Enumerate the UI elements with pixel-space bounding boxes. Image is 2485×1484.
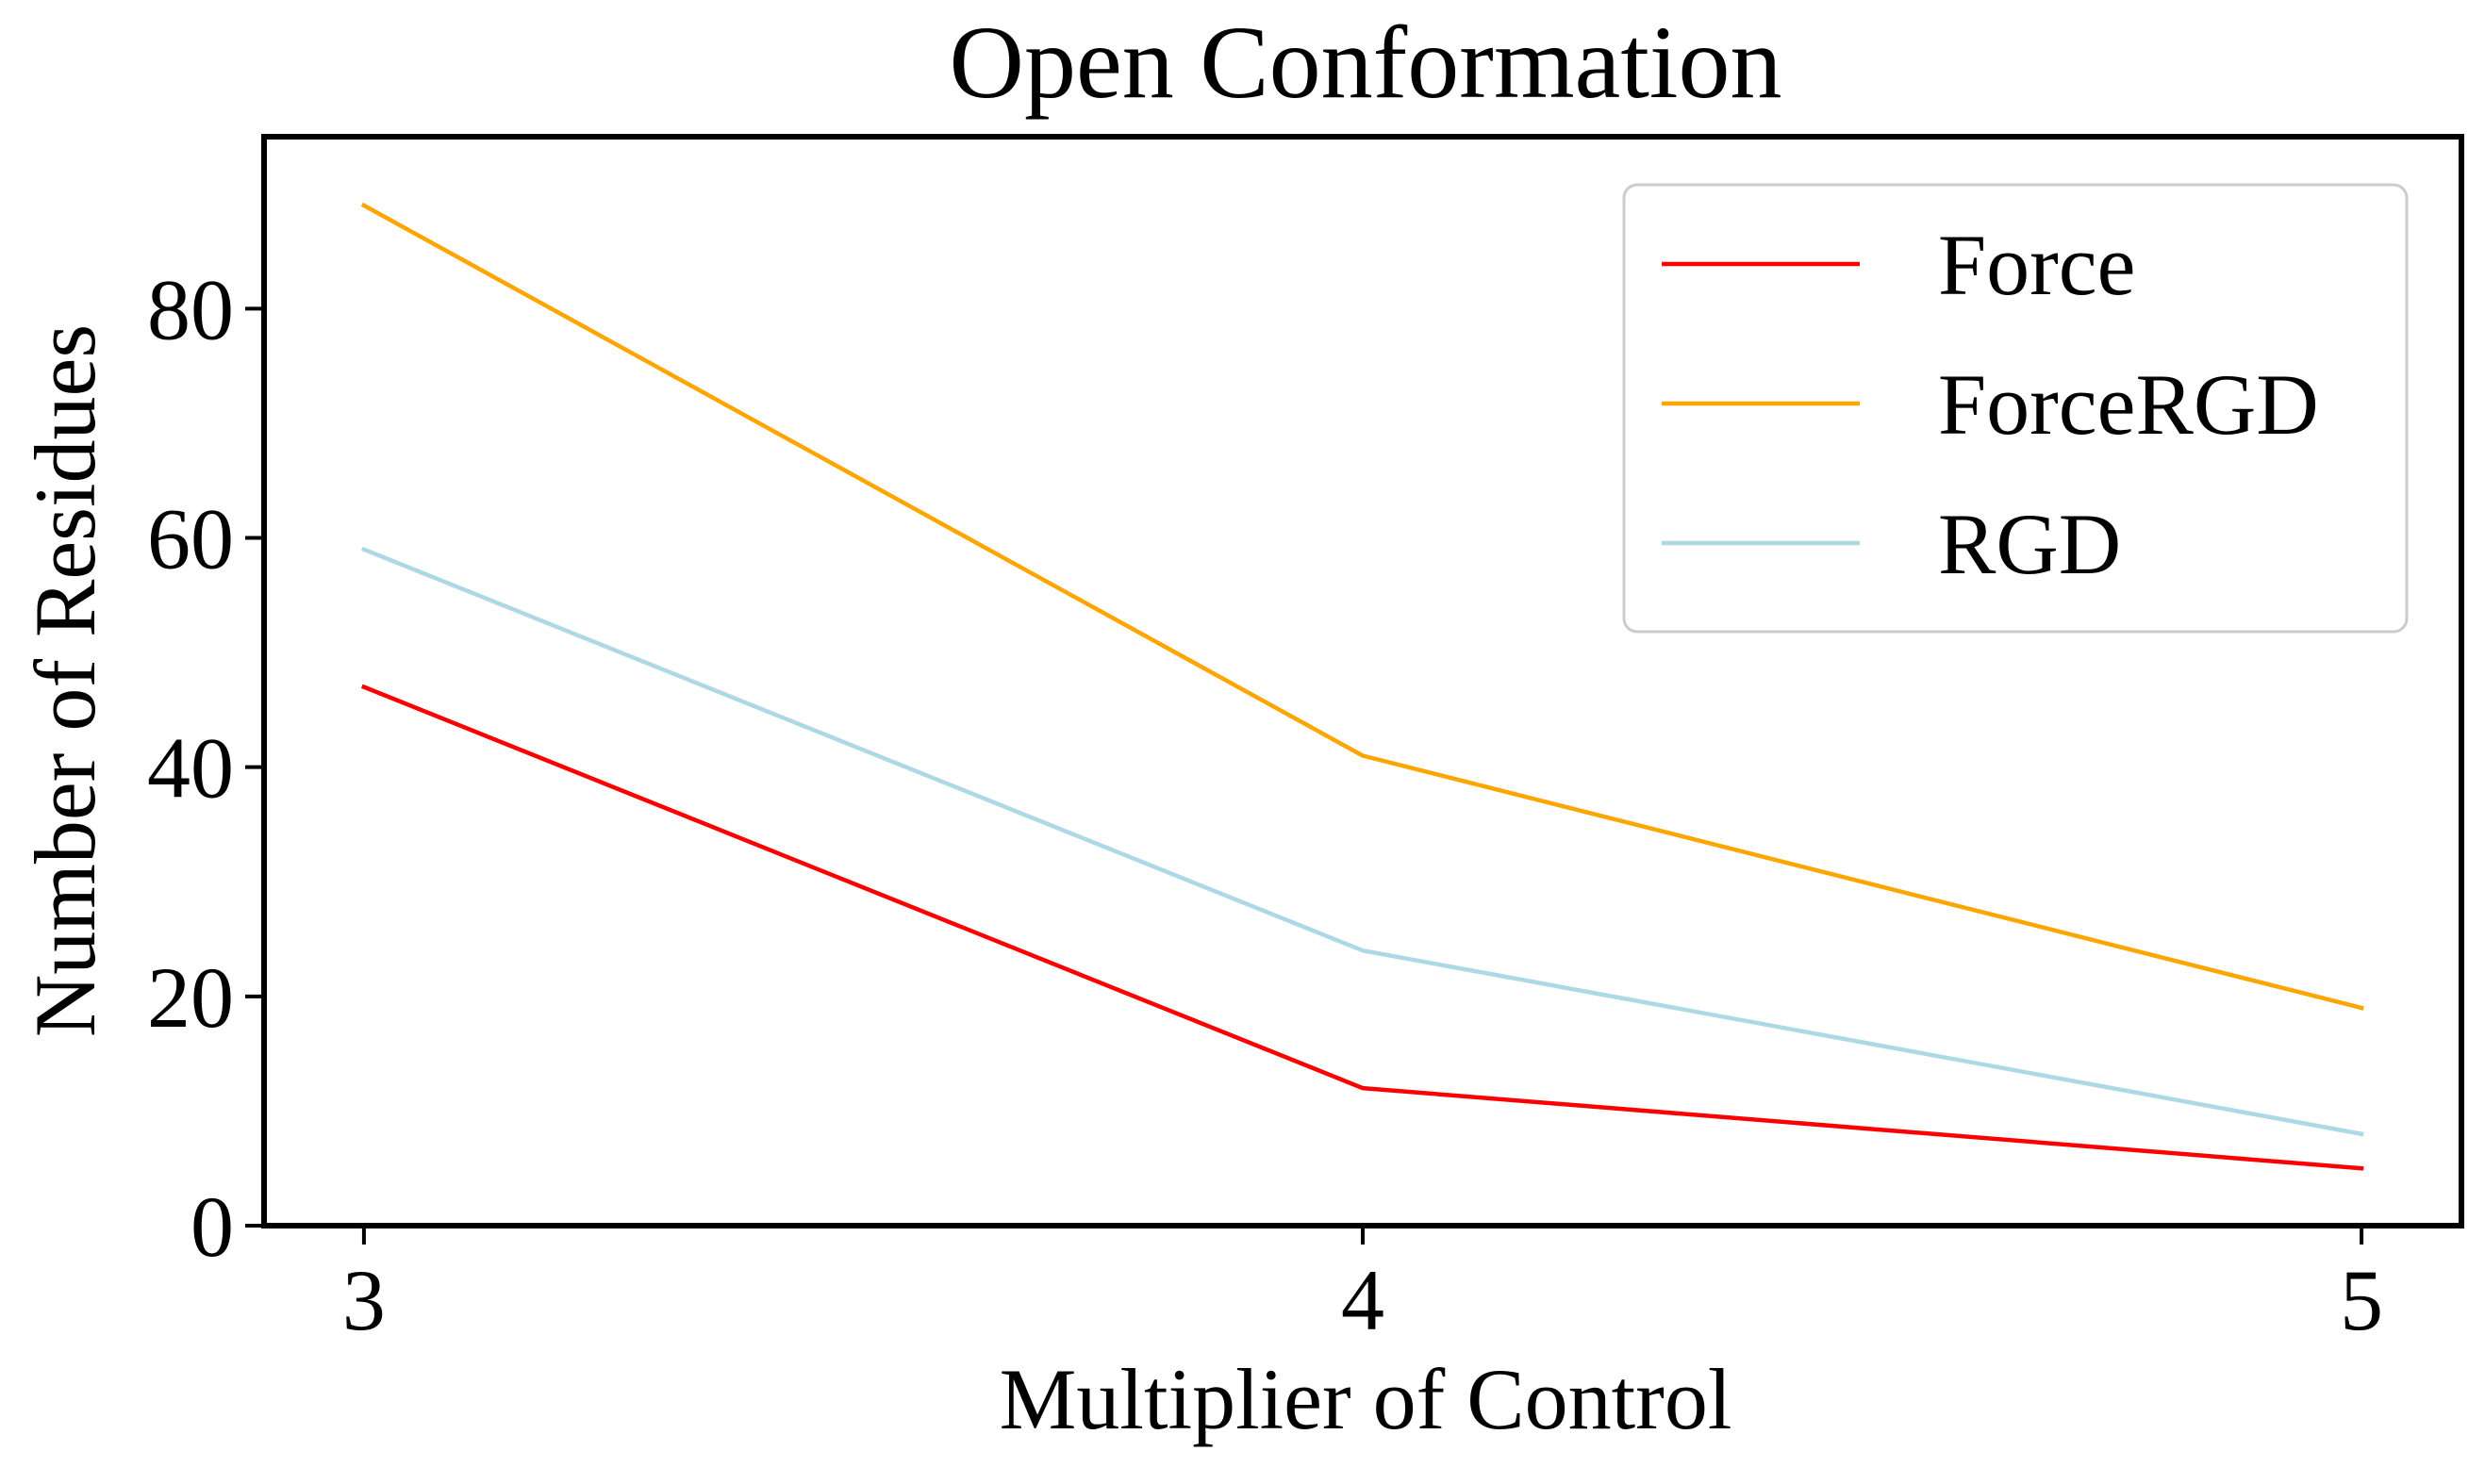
x-axis: 3 4 5 [342, 1226, 2383, 1348]
y-tick-label: 0 [191, 1179, 234, 1275]
chart-title: Open Conformation [950, 5, 1782, 120]
x-axis-label: Multiplier of Control [1000, 1351, 1732, 1447]
legend-label-force: Force [1938, 217, 2135, 313]
y-tick-label: 80 [147, 261, 234, 357]
legend-label-rgd: RGD [1938, 496, 2121, 592]
legend-label-forcergd: ForceRGD [1938, 356, 2319, 453]
legend: Force ForceRGD RGD [1622, 183, 2409, 634]
y-tick-label: 40 [147, 720, 234, 816]
x-tick-label: 4 [1341, 1252, 1384, 1348]
y-tick-label: 20 [147, 949, 234, 1046]
series-line-rgd [360, 546, 2364, 1137]
series-line-forcergd [360, 202, 2364, 1011]
y-axis-label: Number of Residues [17, 324, 113, 1037]
y-axis: 0 20 40 60 80 [147, 261, 264, 1275]
x-tick-label: 5 [2340, 1252, 2383, 1348]
x-tick-label: 3 [342, 1252, 386, 1348]
legend-box [1622, 183, 2409, 634]
plot-area [360, 202, 2364, 1171]
series-line-force [360, 684, 2364, 1171]
y-tick-label: 60 [147, 491, 234, 587]
